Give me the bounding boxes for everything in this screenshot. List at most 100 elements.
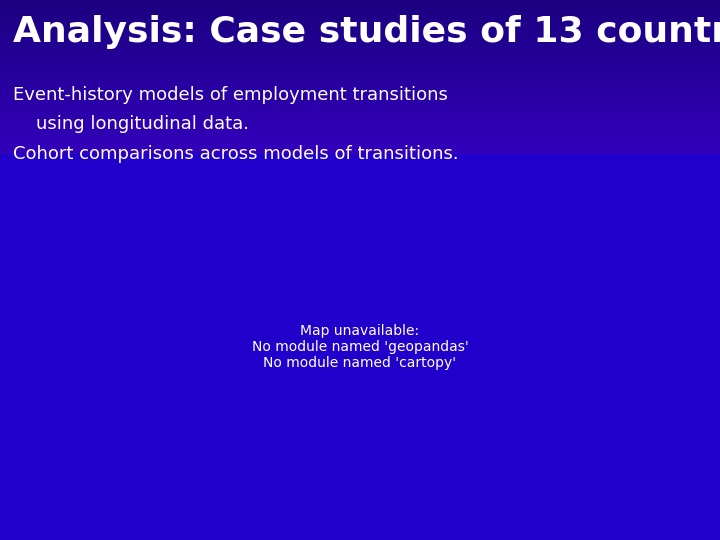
Bar: [0, 43, 720, 44]
Bar: [0, 65, 720, 66]
Bar: [0, 66, 720, 67]
Bar: [0, 54, 720, 55]
Bar: [0, 113, 720, 114]
Bar: [0, 111, 720, 112]
Bar: [0, 99, 720, 100]
Bar: [0, 22, 720, 23]
Bar: [0, 2, 720, 3]
Bar: [0, 77, 720, 78]
Bar: [0, 12, 720, 13]
Bar: [0, 127, 720, 128]
Bar: [0, 101, 720, 102]
Bar: [0, 71, 720, 72]
Bar: [0, 83, 720, 84]
Bar: [0, 97, 720, 98]
Bar: [0, 0, 720, 1]
Bar: [0, 149, 720, 150]
Bar: [0, 53, 720, 54]
Bar: [0, 15, 720, 16]
Bar: [0, 16, 720, 17]
Bar: [0, 47, 720, 48]
Bar: [0, 109, 720, 110]
Bar: [0, 58, 720, 59]
Bar: [0, 73, 720, 74]
Bar: [0, 46, 720, 47]
Bar: [0, 120, 720, 121]
Bar: [0, 50, 720, 51]
Bar: [0, 90, 720, 91]
Bar: [0, 63, 720, 64]
Bar: [0, 78, 720, 79]
Text: Map unavailable:
No module named 'geopandas'
No module named 'cartopy': Map unavailable: No module named 'geopan…: [251, 324, 469, 370]
Bar: [0, 39, 720, 40]
Bar: [0, 64, 720, 65]
Bar: [0, 133, 720, 134]
Bar: [0, 5, 720, 6]
Bar: [0, 6, 720, 7]
Bar: [0, 55, 720, 56]
Bar: [0, 138, 720, 139]
Bar: [0, 24, 720, 25]
Bar: [0, 59, 720, 60]
Bar: [0, 52, 720, 53]
Bar: [0, 20, 720, 21]
Bar: [0, 118, 720, 119]
Bar: [0, 11, 720, 12]
Bar: [0, 84, 720, 85]
Bar: [0, 17, 720, 18]
Bar: [0, 4, 720, 5]
Bar: [0, 145, 720, 146]
Bar: [0, 128, 720, 129]
Bar: [0, 33, 720, 34]
Bar: [0, 26, 720, 27]
Bar: [0, 139, 720, 140]
Bar: [0, 62, 720, 63]
Bar: [0, 7, 720, 8]
Bar: [0, 148, 720, 149]
Bar: [0, 3, 720, 4]
Bar: [0, 92, 720, 93]
Text: using longitudinal data.: using longitudinal data.: [13, 116, 249, 133]
Bar: [0, 48, 720, 49]
Bar: [0, 98, 720, 99]
Bar: [0, 25, 720, 26]
Bar: [0, 44, 720, 45]
Bar: [0, 116, 720, 117]
Bar: [0, 136, 720, 137]
Bar: [0, 34, 720, 35]
Bar: [0, 112, 720, 113]
Bar: [0, 37, 720, 38]
Bar: [0, 75, 720, 76]
Bar: [0, 23, 720, 24]
Bar: [0, 38, 720, 39]
Bar: [0, 68, 720, 69]
Bar: [0, 45, 720, 46]
Bar: [0, 1, 720, 2]
Bar: [0, 42, 720, 43]
Bar: [0, 80, 720, 81]
Text: Analysis: Case studies of 13 countries: Analysis: Case studies of 13 countries: [13, 15, 720, 49]
Bar: [0, 51, 720, 52]
Bar: [0, 61, 720, 62]
Bar: [0, 13, 720, 14]
Bar: [0, 151, 720, 152]
Bar: [0, 119, 720, 120]
Bar: [0, 124, 720, 125]
Bar: [0, 87, 720, 89]
Bar: [0, 9, 720, 10]
Bar: [0, 106, 720, 107]
Bar: [0, 29, 720, 30]
Bar: [0, 94, 720, 96]
Bar: [0, 18, 720, 19]
Bar: [0, 110, 720, 111]
Bar: [0, 130, 720, 131]
Bar: [0, 153, 720, 154]
Bar: [0, 147, 720, 148]
Bar: [0, 79, 720, 80]
Bar: [0, 122, 720, 123]
Bar: [0, 74, 720, 75]
Bar: [0, 60, 720, 61]
Bar: [0, 102, 720, 103]
Bar: [0, 10, 720, 11]
Bar: [0, 117, 720, 118]
